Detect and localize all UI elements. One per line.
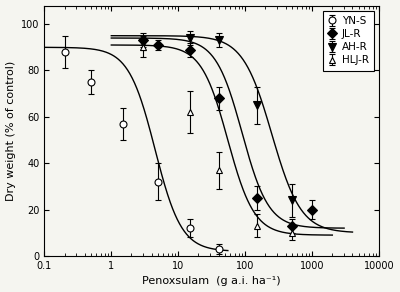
Legend: YN-S, JL-R, AH-R, HLJ-R: YN-S, JL-R, AH-R, HLJ-R (323, 11, 374, 71)
X-axis label: Penoxsulam  (g a.i. ha⁻¹): Penoxsulam (g a.i. ha⁻¹) (142, 277, 281, 286)
Y-axis label: Dry weight (% of control): Dry weight (% of control) (6, 61, 16, 201)
